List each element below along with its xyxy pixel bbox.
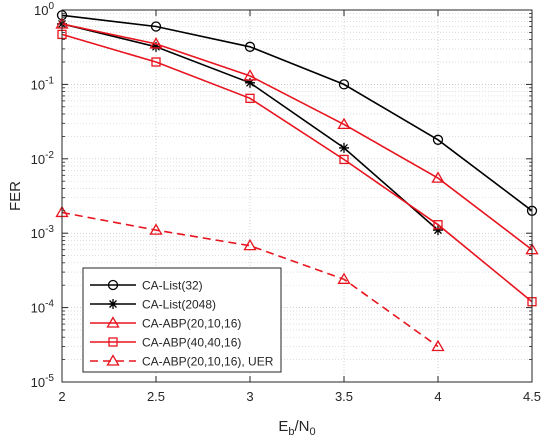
star-marker bbox=[108, 299, 118, 309]
y-tick-label: 10-1 bbox=[31, 75, 55, 92]
square-marker bbox=[151, 57, 161, 67]
legend-label: CA-ABP(40,40,16) bbox=[142, 336, 241, 350]
y-tick-labels: 100 10-1 10-2 10-3 10-4 10-5 bbox=[31, 1, 55, 390]
series-layer bbox=[55, 10, 539, 352]
triangle-marker bbox=[431, 339, 445, 352]
legend-entry: CA-ABP(20,10,16) bbox=[90, 316, 241, 331]
legend-label: CA-List(32) bbox=[142, 279, 203, 293]
tick-marks bbox=[61, 9, 533, 383]
square-marker bbox=[433, 220, 443, 230]
star-marker bbox=[245, 77, 255, 88]
y-tick-label: 10-2 bbox=[31, 150, 55, 167]
legend: CA-List(32) CA-List(2048) CA-ABP(20,10,16)… bbox=[82, 267, 282, 373]
series-line bbox=[61, 23, 533, 251]
legend-label: CA-ABP(20,10,16) bbox=[142, 317, 241, 331]
triangle-marker bbox=[149, 223, 163, 235]
x-tick-label: 3.5 bbox=[335, 389, 353, 404]
star-marker bbox=[433, 225, 443, 236]
series bbox=[55, 205, 445, 352]
series-line bbox=[61, 33, 533, 303]
x-tick-label: 2.5 bbox=[147, 389, 165, 404]
circle-marker bbox=[432, 134, 444, 145]
x-tick-label: 2 bbox=[58, 389, 65, 404]
square-marker bbox=[108, 337, 118, 347]
triangle-marker bbox=[106, 354, 120, 366]
y-axis-label: FER bbox=[7, 181, 24, 211]
star-marker bbox=[151, 41, 161, 52]
y-tick-label: 10-3 bbox=[31, 224, 55, 241]
y-tick-label: 100 bbox=[34, 1, 54, 18]
legend-label: CA-ABP(20,10,16), UER bbox=[142, 355, 274, 369]
x-tick-labels: 2 2.5 3 3.5 4 4.5 bbox=[58, 389, 541, 404]
series-line bbox=[61, 14, 533, 212]
legend-entry: CA-ABP(20,10,16), UER bbox=[90, 354, 274, 369]
square-marker bbox=[339, 154, 349, 165]
series-line bbox=[61, 211, 439, 348]
circle-marker bbox=[107, 279, 119, 291]
star-marker bbox=[339, 142, 349, 153]
x-axis-label: Eb/N0 bbox=[278, 418, 315, 438]
triangle-marker bbox=[431, 171, 445, 183]
triangle-marker bbox=[337, 117, 351, 130]
y-tick-label: 10-4 bbox=[31, 299, 55, 316]
circle-marker bbox=[338, 79, 350, 90]
circle-marker bbox=[244, 41, 256, 52]
legend-entry: CA-List(2048) bbox=[90, 298, 216, 312]
triangle-marker bbox=[243, 69, 257, 81]
triangle-marker bbox=[337, 272, 351, 284]
triangle-marker bbox=[149, 37, 163, 49]
series bbox=[56, 10, 538, 216]
legend-entry: CA-ABP(40,40,16) bbox=[90, 336, 241, 350]
x-tick-label: 4.5 bbox=[523, 389, 541, 404]
legend-entry: CA-List(32) bbox=[90, 279, 203, 293]
y-tick-label: 10-5 bbox=[31, 373, 55, 390]
circle-marker bbox=[150, 21, 162, 32]
triangle-marker bbox=[243, 238, 257, 251]
square-marker bbox=[245, 93, 255, 103]
legend-label: CA-List(2048) bbox=[142, 298, 216, 312]
x-tick-label: 4 bbox=[434, 389, 441, 404]
triangle-marker bbox=[106, 316, 120, 328]
plot-frame bbox=[61, 9, 533, 383]
x-tick-label: 3 bbox=[246, 389, 253, 404]
